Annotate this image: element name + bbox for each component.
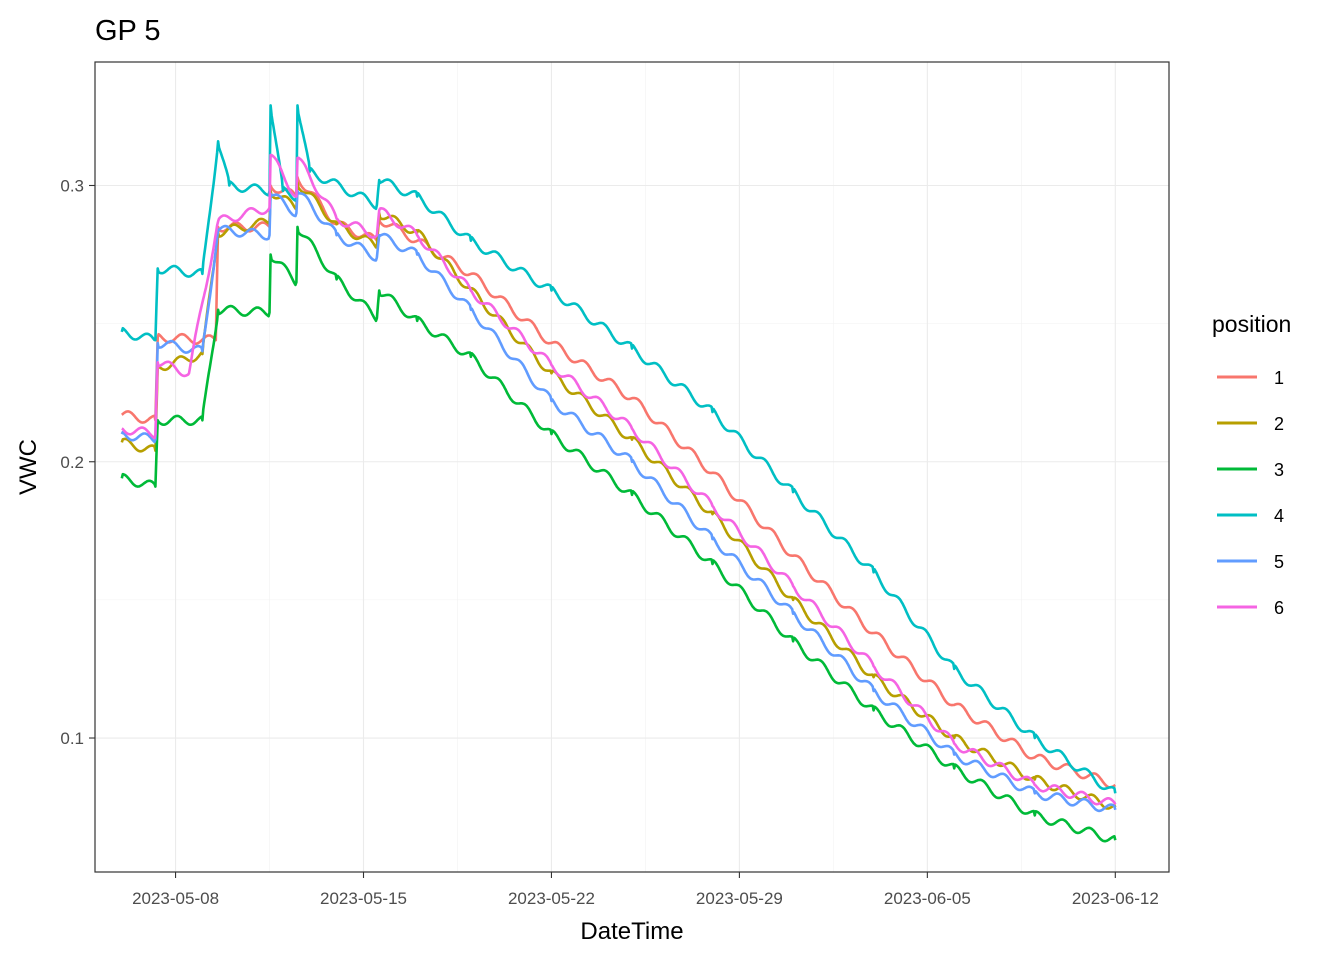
y-tick-label: 0.2 bbox=[60, 453, 84, 472]
x-axis-title: DateTime bbox=[580, 918, 683, 945]
legend-label-1: 1 bbox=[1274, 368, 1284, 388]
legend-title: position bbox=[1212, 311, 1291, 337]
x-tick-label: 2023-06-05 bbox=[884, 889, 971, 908]
legend-items: 1 2 3 4 5 6 bbox=[1217, 368, 1284, 618]
x-tick-label: 2023-05-15 bbox=[320, 889, 407, 908]
chart-title: GP 5 bbox=[95, 15, 161, 47]
x-axis: 2023-05-08 2023-05-15 2023-05-22 2023-05-29… bbox=[132, 872, 1159, 908]
panel-border bbox=[94, 61, 1170, 873]
grid-minor bbox=[95, 62, 1169, 872]
legend-label-3: 3 bbox=[1274, 460, 1284, 480]
plot-panel bbox=[94, 61, 1170, 873]
series-lines bbox=[120, 104, 1117, 843]
grid-major bbox=[95, 62, 1169, 872]
y-axis-title: VWC bbox=[15, 439, 42, 495]
x-tick-label: 2023-05-29 bbox=[696, 889, 783, 908]
y-tick-label: 0.3 bbox=[60, 176, 84, 195]
y-tick-label: 0.1 bbox=[60, 729, 84, 748]
x-tick-label: 2023-05-22 bbox=[508, 889, 595, 908]
series-line-4 bbox=[120, 104, 1117, 794]
series-line-6 bbox=[121, 153, 1117, 806]
legend-label-2: 2 bbox=[1274, 414, 1284, 434]
y-axis: 0.1 0.2 0.3 bbox=[60, 176, 95, 748]
panel-background bbox=[95, 62, 1169, 872]
legend-label-6: 6 bbox=[1274, 598, 1284, 618]
legend-label-5: 5 bbox=[1274, 552, 1284, 572]
x-tick-label: 2023-05-08 bbox=[132, 889, 219, 908]
legend-label-4: 4 bbox=[1274, 506, 1284, 526]
series-line-3 bbox=[120, 225, 1117, 843]
series-line-5 bbox=[120, 189, 1117, 813]
legend: position 1 2 3 4 5 6 bbox=[1212, 311, 1291, 618]
x-tick-label: 2023-06-12 bbox=[1072, 889, 1159, 908]
